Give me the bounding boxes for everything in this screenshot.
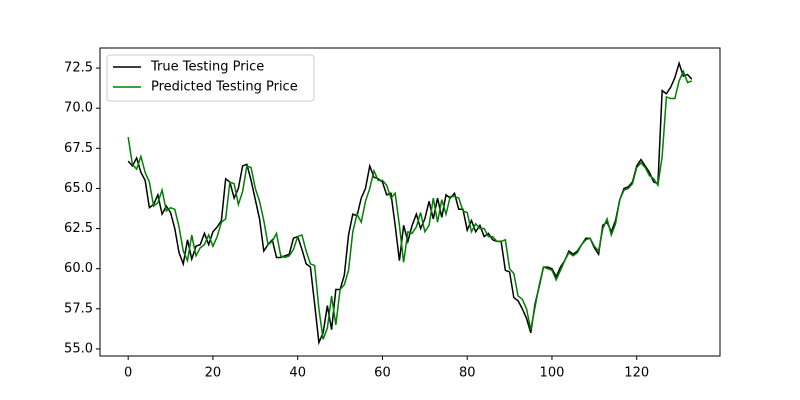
x-tick-label: 60 [374,366,391,381]
legend: True Testing Price Predicted Testing Pric… [106,54,315,102]
x-tick-label: 120 [624,366,649,381]
y-tick-label: 57.5 [64,301,93,316]
x-tick-label: 40 [289,366,306,381]
legend-box [106,54,315,102]
y-tick-label: 67.5 [64,141,93,156]
legend-label: True Testing Price [150,60,264,75]
x-tick-label: 100 [540,366,565,381]
x-tick-label: 0 [124,366,132,381]
y-tick-label: 55.0 [64,341,93,356]
y-tick-label: 70.0 [64,101,93,116]
y-tick-label: 62.5 [64,221,93,236]
series-line [127,69,693,340]
x-tick-label: 80 [459,366,476,381]
legend-label: Predicted Testing Price [151,80,298,95]
y-tick-label: 65.0 [64,181,93,196]
y-tick-label: 60.0 [64,261,93,276]
x-tick-label: 20 [205,366,222,381]
axes-frame [99,47,721,357]
y-tick-label: 72.5 [64,61,93,76]
